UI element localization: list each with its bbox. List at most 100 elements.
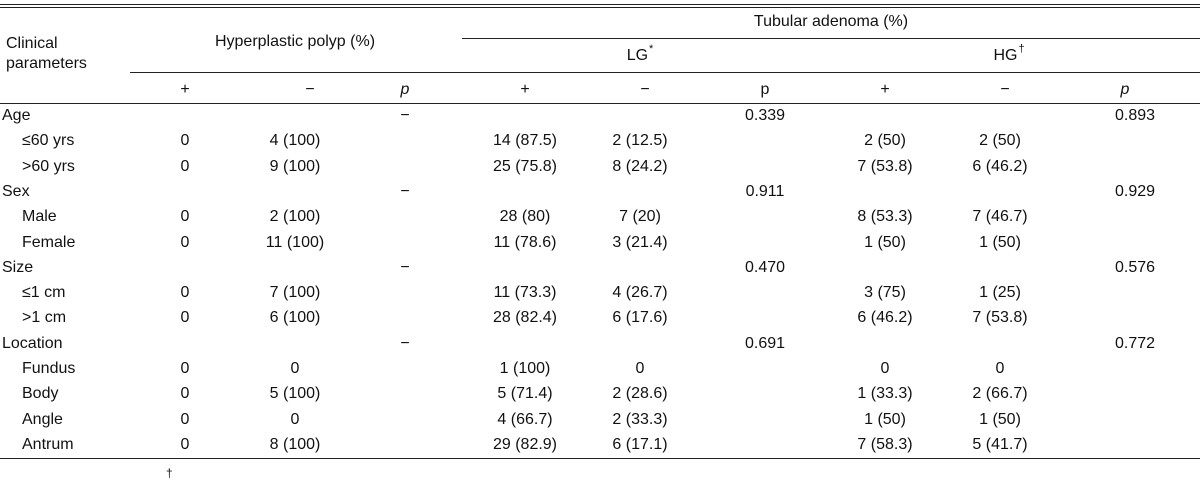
cell-lg-plus: 11 (73.3) (493, 284, 557, 302)
hg-minus-header: − (1000, 81, 1010, 98)
cell-lg-minus: 4 (26.7) (612, 284, 668, 302)
cell-hp-plus: 0 (180, 157, 190, 175)
cell-hg-plus: 0 (880, 360, 890, 377)
hyperplastic-header: Hyperplastic polyp (%) (214, 33, 376, 50)
lg-header: LG* (462, 43, 818, 67)
cell-hp-plus: 0 (180, 435, 190, 453)
cell-hg-minus: 1 (50) (979, 410, 1021, 428)
cell-lg-p: 0.339 (744, 107, 786, 124)
tubular-header: Tubular adenoma (%) (753, 13, 909, 30)
cell-lg-plus: 11 (78.6) (493, 233, 557, 251)
hg-plus-header: + (880, 81, 890, 98)
hg-footnote-mark: † (1018, 43, 1025, 55)
cell-hg-p: 0.893 (1114, 107, 1156, 124)
cell-hp-minus: 4 (100) (269, 132, 321, 150)
cell-hg-plus: 2 (50) (864, 132, 906, 150)
cell-hp-p: − (400, 107, 410, 124)
cell-hp-minus: 6 (100) (269, 309, 321, 327)
cell-label: Location (2, 334, 63, 352)
cell-label: Antrum (22, 435, 74, 453)
lg-label: LG (626, 47, 649, 64)
cell-hp-minus: 8 (100) (269, 435, 321, 453)
clinical-params-header: Clinical parameters (6, 34, 87, 74)
cell-hg-minus: 6 (46.2) (972, 157, 1028, 175)
cell-hg-minus: 7 (46.7) (972, 208, 1028, 226)
cell-hg-minus: 7 (53.8) (972, 309, 1028, 327)
cell-hp-minus: 9 (100) (269, 157, 321, 175)
lg-minus-header: − (640, 81, 650, 98)
cell-lg-plus: 14 (87.5) (492, 132, 558, 150)
header-bottom-rule (0, 103, 1200, 104)
cell-hg-p: 0.772 (1114, 334, 1156, 352)
cell-hp-minus: 5 (100) (269, 385, 321, 403)
cell-lg-minus: 3 (21.4) (612, 233, 668, 251)
cell-hp-minus: 2 (100) (269, 208, 321, 226)
cell-hg-plus: 1 (33.3) (857, 385, 913, 403)
top-rule-2 (0, 7, 1200, 8)
cell-hg-plus: 7 (58.3) (857, 435, 913, 453)
cell-hp-plus: 0 (180, 233, 190, 251)
cell-hg-minus: 0 (995, 360, 1005, 377)
cell-hp-minus: 0 (290, 360, 300, 377)
cell-hg-minus: 1 (25) (979, 284, 1021, 302)
hp-minus-header: − (305, 81, 315, 98)
cell-hp-plus: 0 (180, 208, 190, 226)
cell-lg-plus: 5 (71.4) (497, 385, 553, 403)
cell-hp-minus: 11 (100) (265, 233, 325, 251)
cell-label: Body (22, 385, 59, 403)
cell-hg-plus: 1 (50) (864, 233, 906, 251)
cell-hp-plus: 0 (180, 309, 190, 327)
cell-lg-minus: 2 (12.5) (612, 132, 668, 150)
cell-hp-p: − (400, 334, 410, 352)
cell-label: >60 yrs (22, 157, 75, 175)
hg-header: HG† (818, 43, 1200, 67)
lg-footnote-mark: * (649, 43, 654, 55)
cell-hg-p: 0.929 (1114, 182, 1156, 200)
cell-hp-plus: 0 (180, 132, 190, 150)
cell-lg-plus: 4 (66.7) (497, 410, 553, 428)
cell-label: Size (2, 258, 34, 276)
cell-lg-p: 0.691 (744, 334, 786, 352)
cell-label: Male (22, 208, 57, 226)
cell-hg-minus: 2 (66.7) (972, 385, 1028, 403)
cell-lg-plus: 29 (82.9) (492, 435, 558, 453)
cell-lg-minus: 6 (17.6) (612, 309, 668, 327)
cell-label: ≤60 yrs (22, 132, 75, 150)
tubular-underline (462, 38, 1200, 39)
cell-hp-plus: 0 (180, 410, 190, 428)
cell-lg-minus: 6 (17.1) (612, 435, 668, 453)
cell-lg-plus: 1 (100) (499, 360, 551, 377)
cell-hp-p: − (400, 182, 410, 200)
cell-lg-minus: 0 (635, 360, 645, 377)
cell-label: Angle (22, 410, 63, 428)
cell-hp-minus: 0 (290, 410, 300, 428)
cell-hp-p: − (400, 258, 410, 276)
cell-hg-plus: 6 (46.2) (857, 309, 913, 327)
cell-lg-plus: 25 (75.8) (492, 157, 558, 175)
subheader-rule (130, 72, 1200, 73)
bottom-rule (0, 458, 1200, 459)
cell-hp-plus: 0 (180, 385, 190, 403)
cell-hp-plus: 0 (180, 360, 190, 377)
cell-label: Female (22, 233, 76, 251)
hp-plus-header: + (180, 81, 190, 98)
cell-lg-plus: 28 (80) (499, 208, 551, 226)
cell-hg-plus: 1 (50) (864, 410, 906, 428)
clinical-params-line1: Clinical (6, 35, 58, 52)
clinical-params-line2: parameters (6, 55, 87, 72)
top-rule-1 (0, 4, 1200, 5)
cell-hg-minus: 5 (41.7) (972, 435, 1028, 453)
cell-label: Sex (2, 182, 30, 200)
cell-hg-minus: 2 (50) (979, 132, 1021, 150)
hg-label: HG (993, 47, 1018, 64)
footnote-mark: † (166, 466, 173, 480)
cell-lg-minus: 7 (20) (619, 208, 661, 226)
cell-lg-p: 0.470 (744, 258, 786, 276)
lg-plus-header: + (520, 81, 530, 98)
cell-lg-minus: 2 (28.6) (612, 385, 668, 403)
hp-p-header: p (400, 81, 410, 98)
cell-lg-minus: 2 (33.3) (612, 410, 668, 428)
cell-hg-p: 0.576 (1114, 258, 1156, 276)
cell-label: Fundus (22, 360, 76, 377)
